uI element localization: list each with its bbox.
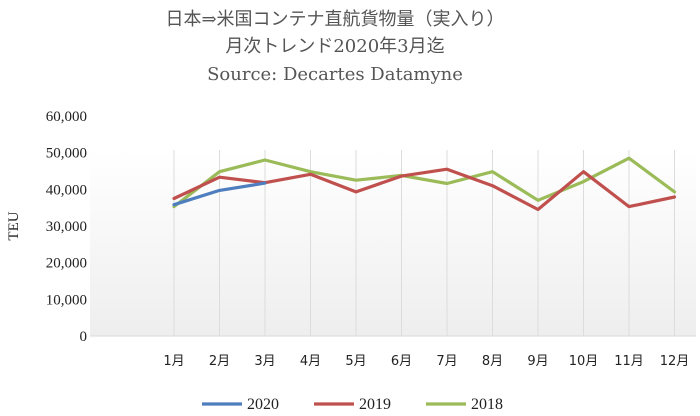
series-lines bbox=[172, 156, 677, 212]
x-tick-label: 9月 bbox=[527, 354, 548, 369]
x-tick-label: 8月 bbox=[482, 354, 503, 369]
legend-label-2019: 2019 bbox=[359, 396, 391, 413]
x-tick-label: 4月 bbox=[300, 354, 321, 369]
series-line-2019 bbox=[172, 167, 677, 212]
y-axis-title: TEU bbox=[6, 211, 22, 240]
y-tick-label: 20,000 bbox=[46, 256, 87, 272]
y-tick-label: 50,000 bbox=[46, 146, 87, 162]
legend-label-2020: 2020 bbox=[247, 396, 279, 413]
chart-title: 日本⇒米国コンテナ直航貨物量（実入り） bbox=[165, 9, 504, 30]
x-tick-label: 12月 bbox=[660, 354, 690, 369]
x-tick-label: 2月 bbox=[209, 354, 230, 369]
x-tick-label: 3月 bbox=[254, 354, 275, 369]
x-tick-label: 5月 bbox=[345, 354, 366, 369]
x-tick-label: 11月 bbox=[614, 354, 644, 369]
grid-lines bbox=[90, 150, 696, 337]
chart-subtitle: 月次トレンド2020年3月迄 bbox=[225, 36, 444, 57]
chart-source: Source: Decartes Datamyne bbox=[207, 64, 463, 85]
series-line-2020 bbox=[172, 181, 267, 207]
x-axis-ticks: 1月 2月 3月 4月 5月 6月 7月 8月 9月 10月 11月 12月 bbox=[163, 354, 689, 369]
legend-label-2018: 2018 bbox=[471, 396, 503, 413]
y-tick-label: 10,000 bbox=[46, 292, 87, 308]
x-tick-label: 1月 bbox=[163, 354, 184, 369]
y-tick-label: 0 bbox=[80, 329, 88, 345]
y-tick-label: 30,000 bbox=[46, 219, 87, 235]
y-tick-label: 60,000 bbox=[46, 109, 87, 125]
x-tick-label: 6月 bbox=[391, 354, 412, 369]
x-tick-label: 10月 bbox=[569, 354, 599, 369]
y-axis-ticks: 0 10,000 20,000 30,000 40,000 50,000 60,000 bbox=[46, 109, 87, 345]
legend: 2020 2019 2018 bbox=[202, 396, 503, 413]
x-tick-label: 7月 bbox=[436, 354, 457, 369]
y-tick-label: 40,000 bbox=[46, 182, 87, 198]
